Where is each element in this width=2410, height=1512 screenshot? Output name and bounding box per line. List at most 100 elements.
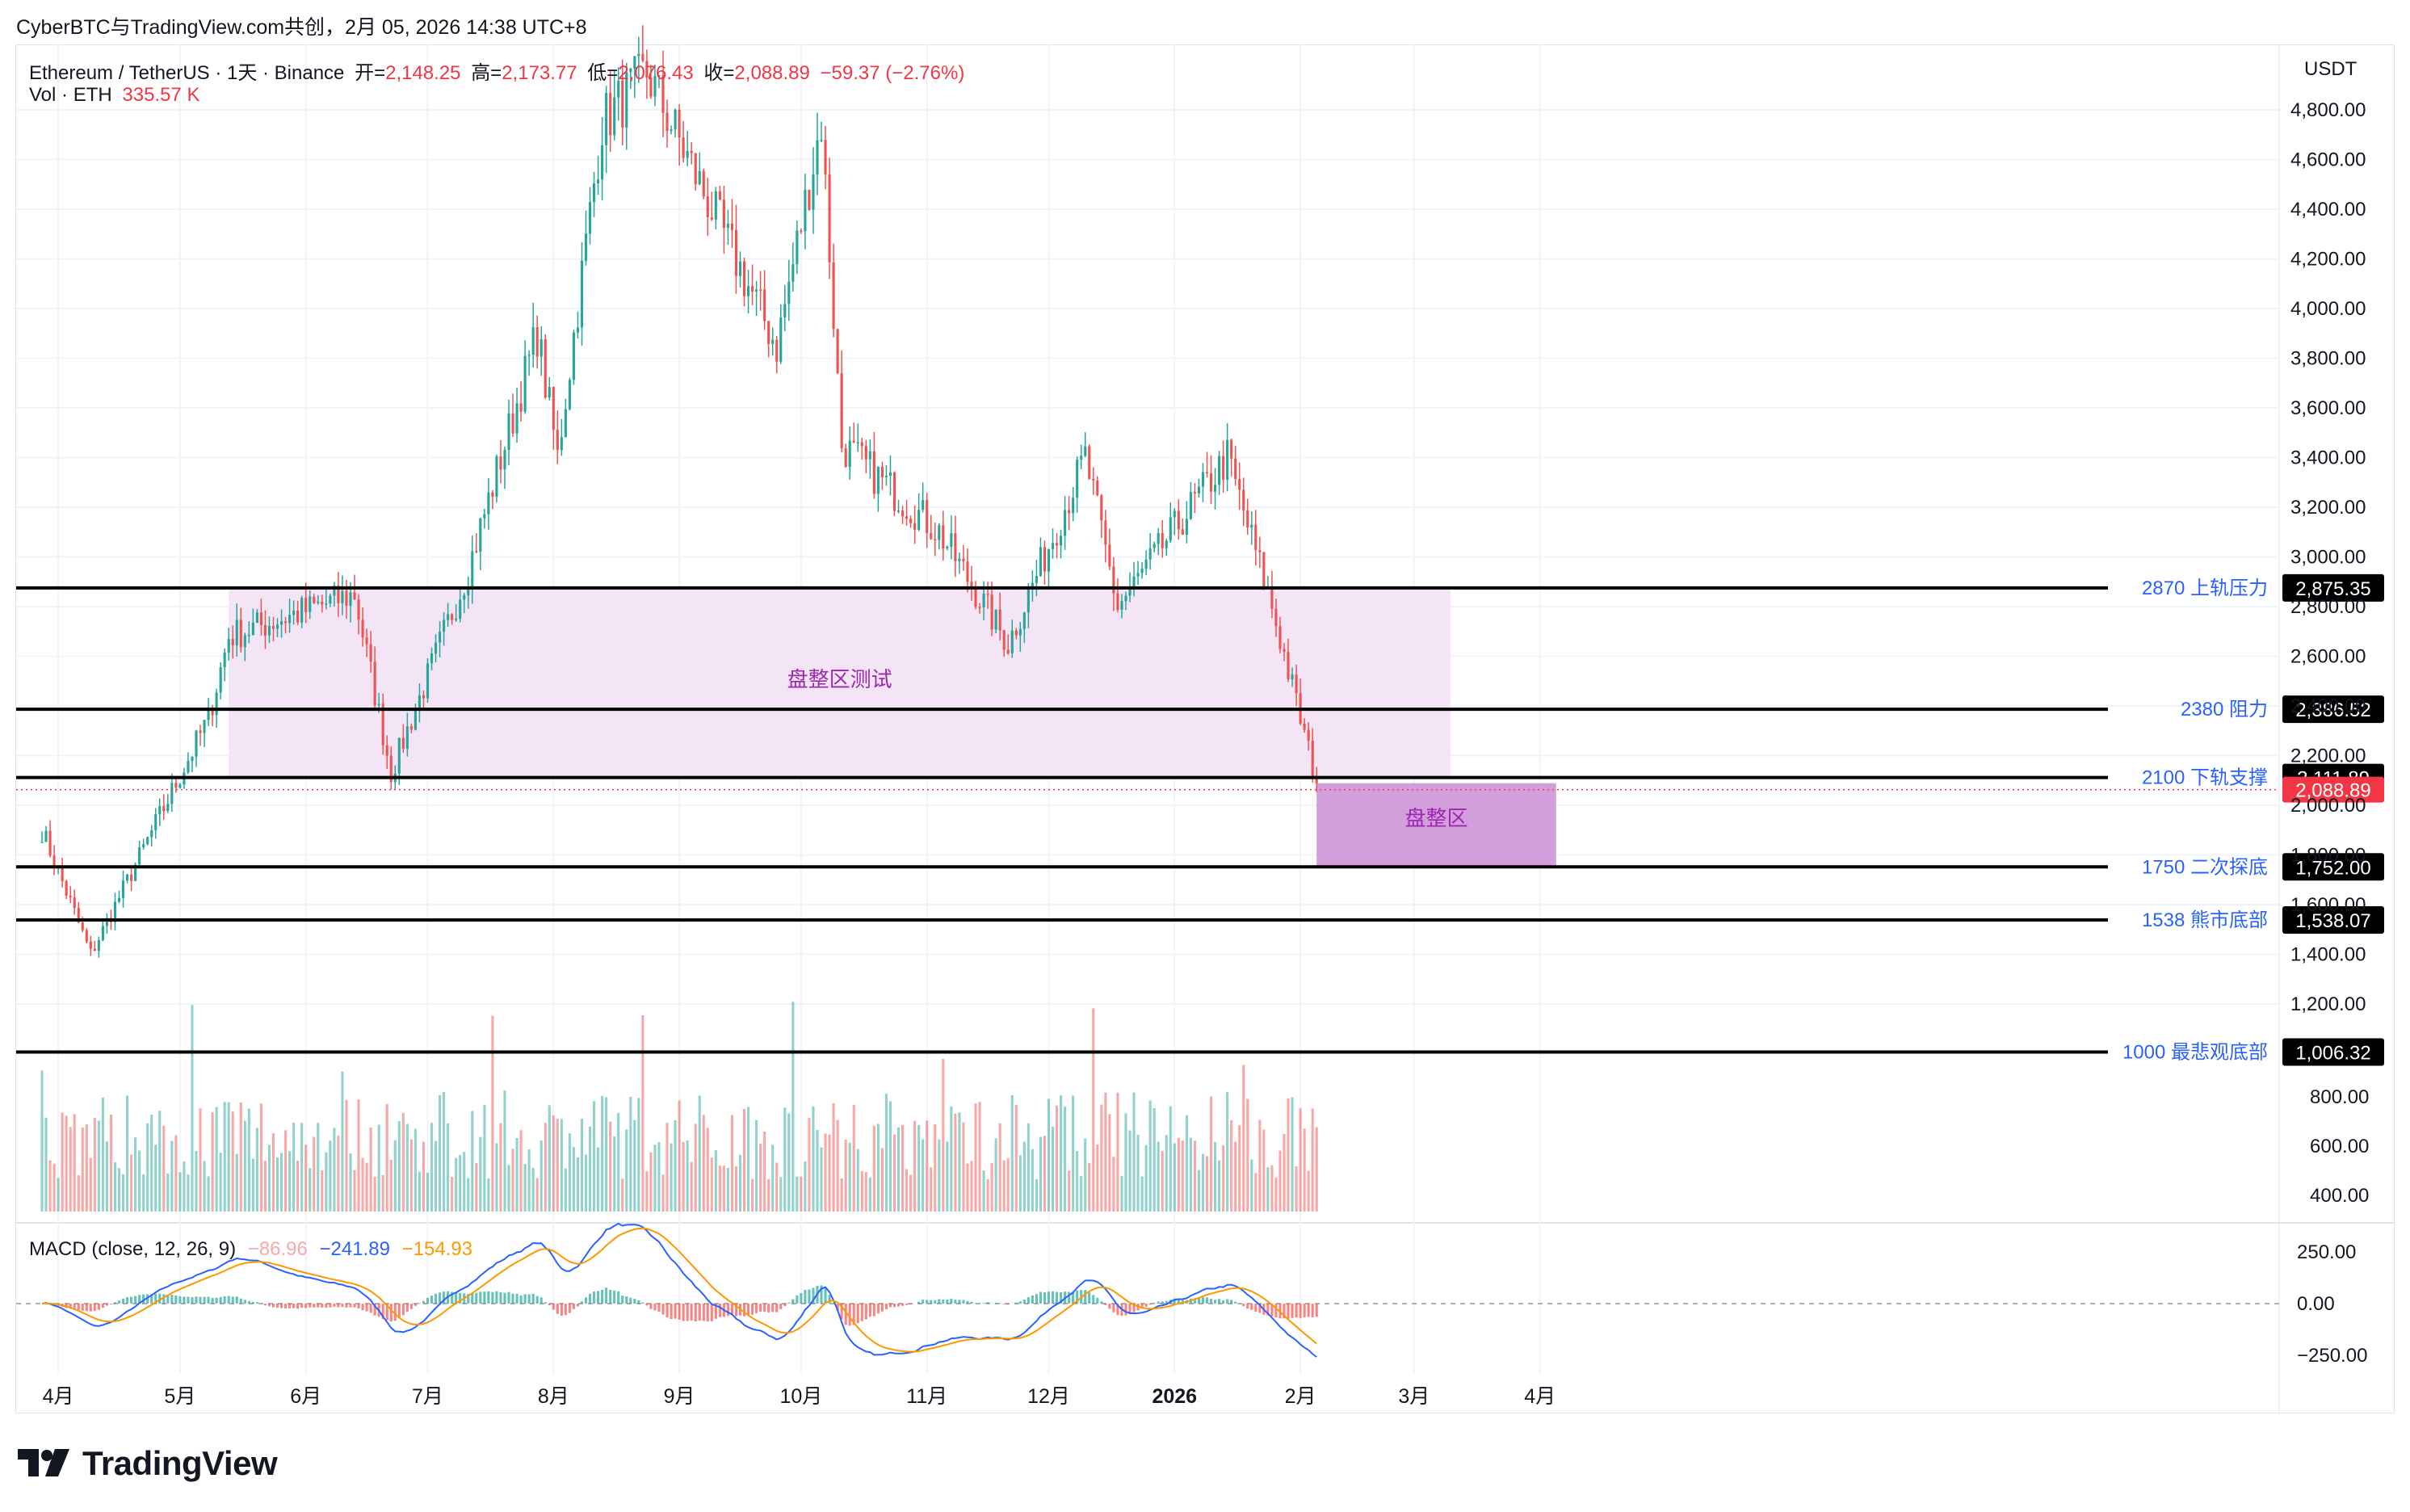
tradingview-logo[interactable]: TradingView — [18, 1444, 278, 1483]
candle-body — [191, 756, 194, 762]
volume-bar — [443, 1092, 446, 1212]
macd-histogram-bar — [588, 1293, 592, 1304]
volume-bar — [856, 1149, 859, 1212]
macd-histogram-bar — [1043, 1292, 1047, 1304]
volume-bar — [1043, 1136, 1047, 1212]
macd-histogram-bar — [174, 1295, 178, 1304]
candle-body — [1226, 439, 1229, 480]
price-tick-label: 4,200.00 — [2290, 249, 2366, 271]
volume-bar — [678, 1100, 681, 1212]
candle-body — [812, 174, 815, 210]
volume-bar — [507, 1165, 510, 1212]
macd-label: MACD (close, 12, 26, 9) — [29, 1238, 237, 1260]
volume-bar — [552, 1115, 555, 1212]
volume-bar — [1148, 1100, 1152, 1212]
price-tick-label: 1,600.00 — [2290, 894, 2366, 916]
macd-histogram-bar — [1022, 1300, 1026, 1304]
volume-bar — [345, 1099, 348, 1212]
volume-bar — [1076, 1151, 1079, 1212]
volume-bar — [1108, 1114, 1111, 1212]
candle-body — [938, 525, 941, 540]
macd-histogram-bar — [296, 1304, 300, 1309]
macd-histogram-bar — [942, 1300, 945, 1304]
macd-histogram-bar — [349, 1304, 352, 1308]
macd-histogram-bar — [1018, 1301, 1022, 1304]
candle-body — [592, 183, 596, 203]
candle-body — [203, 720, 206, 733]
price-unit: USDT — [2304, 58, 2358, 80]
volume-bar — [40, 1070, 44, 1212]
macd-histogram-bar — [633, 1299, 636, 1304]
candle-body — [767, 321, 770, 344]
chart-panel[interactable] — [15, 44, 2395, 1413]
candle-body — [625, 72, 628, 128]
current-price-tag — [2282, 776, 2384, 803]
macd-histogram-bar — [414, 1304, 417, 1306]
candle-body — [888, 472, 892, 477]
candle-body — [93, 948, 96, 951]
macd-histogram-bar — [288, 1304, 292, 1308]
macd-histogram-bar — [365, 1304, 368, 1312]
candle-body — [97, 940, 100, 951]
candle-body — [1205, 472, 1209, 474]
volume-bar — [1197, 1170, 1201, 1212]
macd-histogram-bar — [1258, 1304, 1262, 1313]
volume-bar — [852, 1105, 855, 1212]
volume-bar — [1120, 1175, 1123, 1212]
macd-histogram-bar — [808, 1289, 811, 1304]
candle-body — [605, 93, 608, 145]
volume-bar — [1278, 1150, 1282, 1212]
macd-histogram-bar — [1060, 1292, 1063, 1304]
candle-body — [942, 525, 945, 549]
candle-body — [134, 864, 137, 881]
candle-body — [629, 69, 632, 73]
volume-bar — [601, 1095, 604, 1212]
time-tick-label: 4月 — [1524, 1385, 1556, 1408]
volume-bar — [896, 1127, 901, 1212]
macd-histogram-bar — [763, 1304, 766, 1312]
candle-body — [325, 603, 328, 605]
volume-bar — [1193, 1140, 1196, 1212]
candle-body — [227, 639, 230, 653]
candle-body — [69, 895, 72, 898]
candle-body — [686, 150, 689, 158]
macd-histogram-bar — [791, 1299, 795, 1304]
candle-body — [300, 598, 304, 623]
volume-bar — [840, 1178, 843, 1212]
volume-bar — [439, 1095, 442, 1212]
macd-histogram-bar — [1283, 1304, 1286, 1319]
price-tick-label: 3,600.00 — [2290, 397, 2366, 419]
volume-bars — [40, 1002, 1318, 1212]
volume-bar — [426, 1172, 430, 1212]
volume-bar — [1177, 1137, 1180, 1212]
volume-bar — [1144, 1144, 1148, 1212]
macd-histogram-bar — [1226, 1299, 1229, 1304]
volume-bar — [219, 1153, 222, 1212]
volume-bar — [166, 1173, 170, 1212]
macd-histogram-bar — [572, 1304, 575, 1309]
macd-histogram-bar — [162, 1294, 166, 1304]
candle-body — [304, 598, 308, 612]
candle-body — [1084, 446, 1087, 456]
candle-body — [1177, 510, 1180, 530]
candle-body — [321, 602, 324, 605]
candle-body — [722, 200, 725, 228]
macd-histogram-bar — [73, 1304, 76, 1310]
macd-histogram-bar — [804, 1289, 807, 1304]
macd-histogram-bar — [85, 1304, 88, 1312]
volume-bar — [142, 1174, 145, 1212]
volume-bar — [1104, 1092, 1107, 1212]
volume-bar — [661, 1174, 665, 1212]
macd-histogram-bar — [962, 1300, 965, 1304]
candle-body — [313, 596, 316, 603]
candle-body — [439, 632, 442, 643]
candle-body — [1055, 543, 1059, 546]
macd-histogram-bar — [1181, 1300, 1184, 1304]
volume-bar — [341, 1071, 344, 1212]
candle-body — [174, 783, 178, 788]
candle-body — [1006, 649, 1010, 653]
macd-histogram-bar — [138, 1295, 141, 1304]
axes: 4,800.00 4,600.00 4,400.00 4,200.00 4,000.00… — [43, 99, 2370, 1408]
volume-bar — [1311, 1108, 1314, 1212]
